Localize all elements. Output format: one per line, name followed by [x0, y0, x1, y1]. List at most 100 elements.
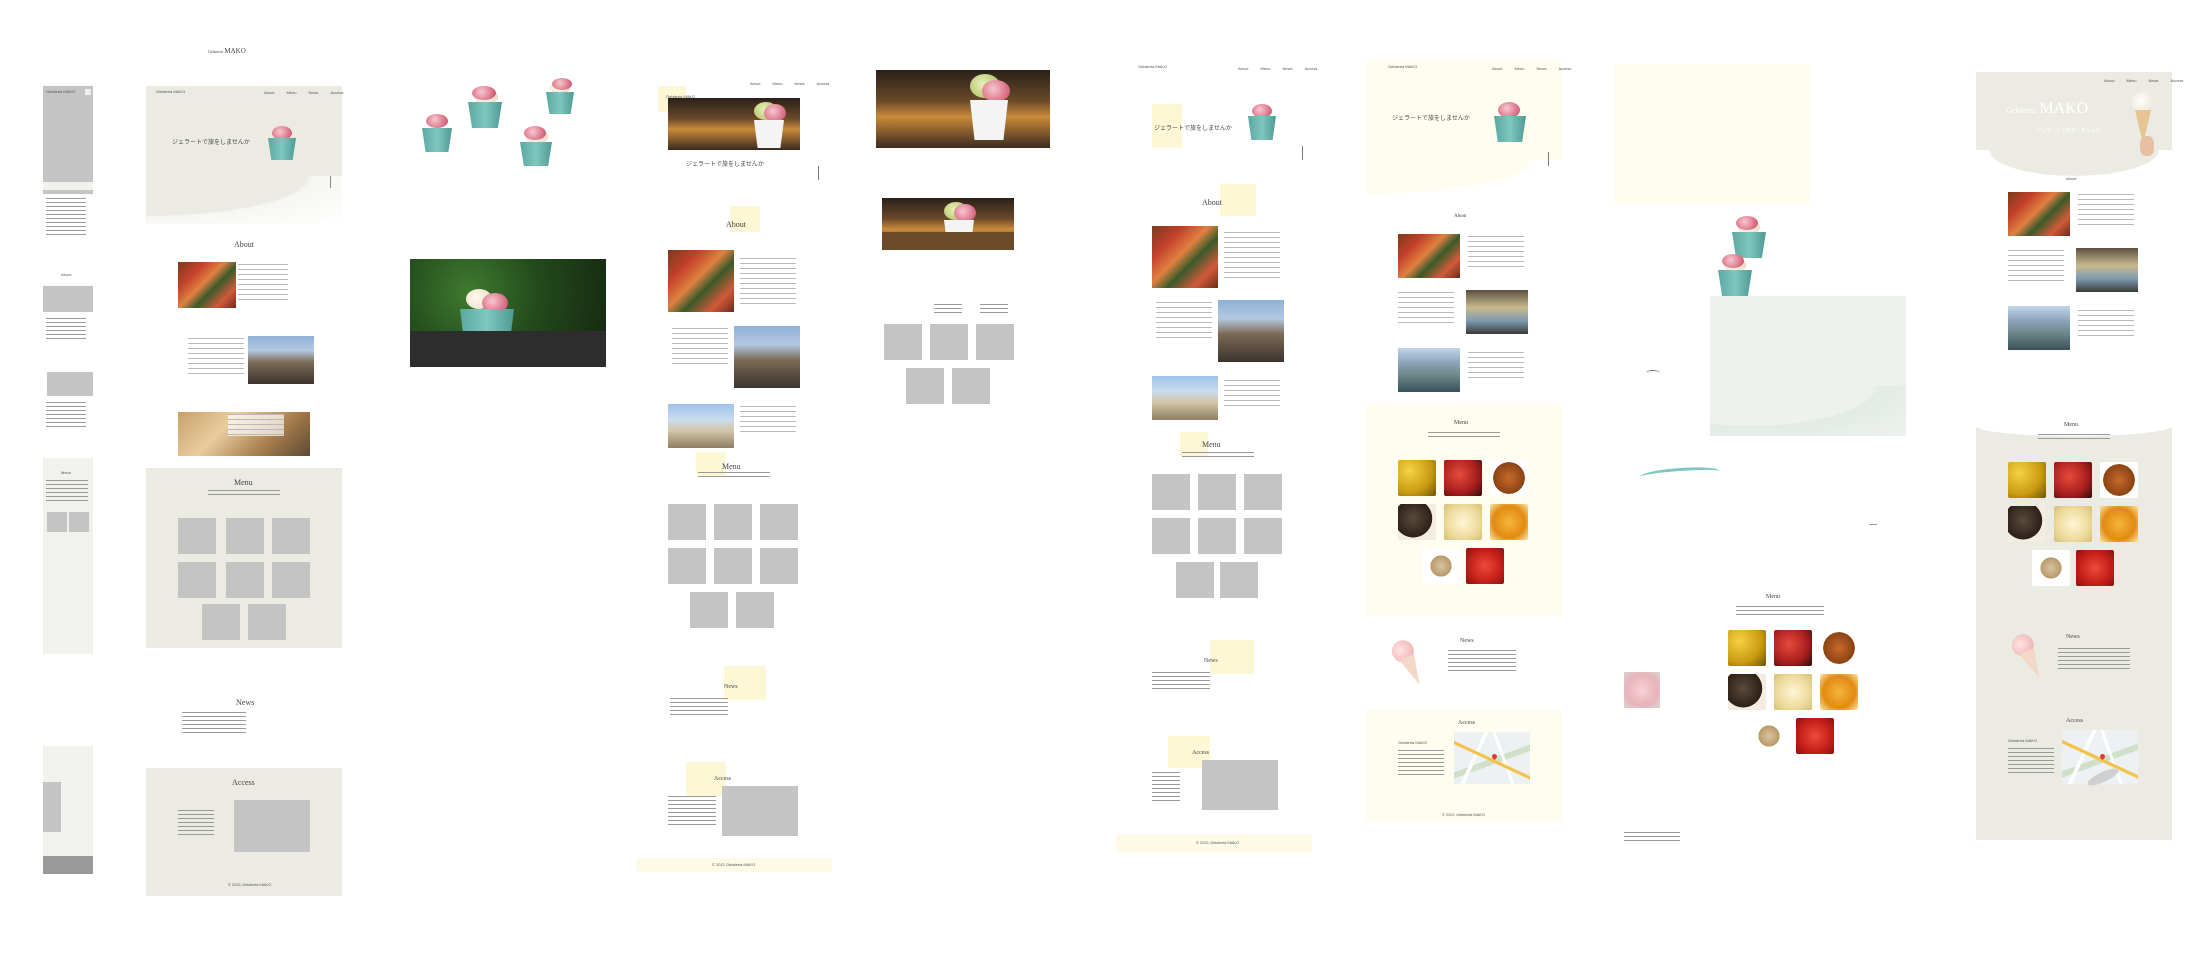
- final-about-heading: About: [2066, 176, 2077, 181]
- wf2-menu-text: [698, 472, 770, 480]
- asset-hero-photo-crop[interactable]: [882, 198, 1014, 250]
- wf2-menu-item: [736, 592, 774, 628]
- wf2-about-text-2: [672, 328, 728, 368]
- wf2-menu-item: [690, 592, 728, 628]
- nav-menu[interactable]: Menu: [286, 90, 297, 95]
- d1-menu-item: [1220, 562, 1258, 598]
- d1-about-photo-2: [1218, 300, 1284, 362]
- asset-gelato-cups[interactable]: [406, 70, 586, 170]
- d2-about-text-2: [1398, 292, 1454, 326]
- final-menu-heading: Menu: [2064, 422, 2078, 428]
- scroll-indicator[interactable]: [818, 166, 819, 180]
- menu-item-pistachio[interactable]: [1422, 548, 1460, 584]
- menu-item-milk[interactable]: [1774, 674, 1812, 710]
- nav-about[interactable]: About: [1238, 66, 1249, 71]
- mobile-about-photo-2: [47, 372, 93, 396]
- d2-access-heading: Access: [1458, 720, 1475, 726]
- menu-item-caramel[interactable]: [1490, 460, 1528, 496]
- frame-wireframe-yellow[interactable]: Gelateria MAKO About Menu News Access ジェ…: [636, 70, 832, 880]
- nav-access[interactable]: Access: [816, 81, 830, 86]
- wf2-tagline: ジェラートで旅をしませんか: [686, 162, 764, 168]
- frame-design-draft-2[interactable]: Gelateria MAKO About Menu News Access ジェ…: [1366, 60, 1571, 830]
- final-news-list: [2058, 648, 2130, 670]
- menu-item-pistachio[interactable]: [2032, 550, 2070, 586]
- d1-menu-item: [1152, 518, 1190, 554]
- nav-about[interactable]: About: [2104, 78, 2115, 83]
- wf-menu-item: [248, 604, 286, 640]
- nav-menu[interactable]: Menu: [772, 81, 783, 86]
- wf2-about-heading: About: [726, 220, 746, 229]
- menu-item-strawberry[interactable]: [1796, 718, 1834, 754]
- nav-about[interactable]: About: [264, 90, 275, 95]
- asset-hero-photo[interactable]: [876, 70, 1050, 148]
- scroll-indicator[interactable]: [1548, 152, 1549, 166]
- menu-item-strawberry[interactable]: [2076, 550, 2114, 586]
- nav-about[interactable]: About: [750, 81, 761, 86]
- nav-news[interactable]: News: [1536, 66, 1547, 71]
- wf2-menu-item: [668, 548, 706, 584]
- scroll-indicator[interactable]: [330, 176, 334, 188]
- menu-item-mango[interactable]: [2100, 506, 2138, 542]
- nav-access[interactable]: Access: [2170, 78, 2184, 83]
- d2-about-heading: About: [1454, 214, 1467, 219]
- mobile-logo: Gelateria MAKO: [46, 89, 76, 94]
- menu-item-milk[interactable]: [2054, 506, 2092, 542]
- nav-news[interactable]: News: [308, 90, 319, 95]
- wf-menu-item: [178, 562, 216, 598]
- asset-menu-text: [1736, 606, 1824, 616]
- menu-item-chocolate[interactable]: [1398, 504, 1436, 540]
- wf2-menu-heading: Menu: [722, 462, 741, 471]
- d1-menu-item: [1244, 518, 1282, 554]
- menu-item-pistachio[interactable]: [1750, 718, 1788, 754]
- menu-item-caramel[interactable]: [2100, 462, 2138, 498]
- d2-menu-text: [1428, 432, 1500, 438]
- nav-access[interactable]: Access: [1558, 66, 1572, 71]
- wf-hero-gelato: [268, 126, 298, 162]
- nav-about[interactable]: About: [1492, 66, 1503, 71]
- menu-item-apple[interactable]: [1774, 630, 1812, 666]
- frame-mobile-wireframe[interactable]: Gelateria MAKO About Menu: [43, 86, 93, 874]
- frame-asset-sheet[interactable]: Menu: [1614, 64, 1906, 854]
- asset-garden-photo[interactable]: [410, 259, 606, 367]
- menu-item-mango[interactable]: [1820, 674, 1858, 710]
- wf-menu-section: [146, 468, 342, 648]
- d2-about-text-1: [1468, 236, 1524, 270]
- nav-news[interactable]: News: [1282, 66, 1293, 71]
- menu-item-yuzu[interactable]: [1398, 460, 1436, 496]
- scroll-indicator[interactable]: [1302, 146, 1303, 160]
- menu-item-mango[interactable]: [1490, 504, 1528, 540]
- wf2-news-heading: News: [724, 684, 738, 690]
- wf-access-info: [178, 810, 214, 838]
- wf2-access-map: [722, 786, 798, 836]
- menu-item-strawberry[interactable]: [1466, 548, 1504, 584]
- canvas-logo: Gelateria MAKO: [208, 47, 246, 55]
- menu-item-caramel[interactable]: [1820, 630, 1858, 666]
- nav-menu[interactable]: Menu: [2126, 78, 2137, 83]
- menu-icon[interactable]: [85, 89, 91, 95]
- wf2-about-photo-1: [668, 250, 734, 312]
- nav-news[interactable]: News: [2148, 78, 2159, 83]
- nav-access[interactable]: Access: [1304, 66, 1318, 71]
- d1-news-heading: News: [1204, 658, 1218, 664]
- wf-news-heading: News: [236, 698, 255, 707]
- wf2-menu-item: [714, 504, 752, 540]
- menu-item-yuzu[interactable]: [2008, 462, 2046, 498]
- nav-menu[interactable]: Menu: [1514, 66, 1525, 71]
- menu-item-chocolate[interactable]: [1728, 674, 1766, 710]
- chevron-up-icon[interactable]: [1646, 370, 1660, 376]
- d2-hero-gelato: [1494, 102, 1528, 144]
- wf2-about-photo-2: [734, 326, 800, 388]
- d2-access-map[interactable]: [1454, 732, 1530, 784]
- frame-desktop-wireframe[interactable]: Gelateria MAKO About Menu News Access ジェ…: [146, 86, 344, 896]
- menu-item-yuzu[interactable]: [1728, 630, 1766, 666]
- menu-item-apple[interactable]: [2054, 462, 2092, 498]
- menu-item-apple[interactable]: [1444, 460, 1482, 496]
- nav-access[interactable]: Access: [330, 90, 344, 95]
- nav-menu[interactable]: Menu: [1260, 66, 1271, 71]
- frame-design-draft-1[interactable]: Gelateria MAKO About Menu News Access ジェ…: [1116, 60, 1318, 860]
- menu-item-milk[interactable]: [1444, 504, 1482, 540]
- nav-news[interactable]: News: [794, 81, 805, 86]
- d1-menu-heading: Menu: [1202, 440, 1221, 449]
- menu-item-chocolate[interactable]: [2008, 506, 2046, 542]
- frame-final-design[interactable]: About Menu News Access Gelateria MAKO ジェ…: [1976, 72, 2183, 840]
